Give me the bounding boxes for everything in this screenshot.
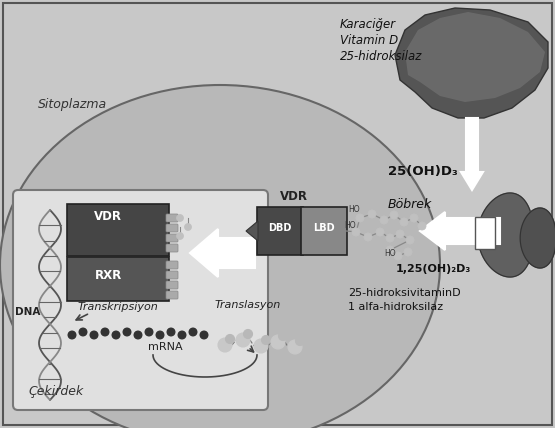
Circle shape: [184, 223, 191, 231]
Polygon shape: [405, 12, 545, 102]
Circle shape: [200, 331, 208, 339]
Text: mRNA: mRNA: [148, 342, 183, 352]
Circle shape: [218, 338, 232, 352]
Circle shape: [406, 236, 414, 244]
FancyBboxPatch shape: [166, 291, 178, 299]
Circle shape: [167, 328, 175, 336]
Text: DBD: DBD: [268, 223, 292, 233]
Circle shape: [176, 232, 184, 240]
Circle shape: [189, 328, 197, 336]
Circle shape: [380, 216, 388, 224]
Text: RXR: RXR: [94, 269, 122, 282]
FancyBboxPatch shape: [475, 217, 495, 249]
FancyBboxPatch shape: [166, 224, 178, 232]
FancyBboxPatch shape: [301, 207, 347, 255]
Circle shape: [394, 252, 402, 260]
Text: Böbrek: Böbrek: [388, 198, 432, 211]
Text: Çekirdek: Çekirdek: [28, 385, 83, 398]
Text: Sitoplazma: Sitoplazma: [38, 98, 107, 111]
Circle shape: [396, 230, 404, 238]
Polygon shape: [246, 221, 258, 241]
Circle shape: [134, 331, 142, 339]
Circle shape: [123, 328, 131, 336]
FancyBboxPatch shape: [166, 244, 178, 252]
FancyBboxPatch shape: [13, 190, 268, 410]
Circle shape: [271, 335, 285, 349]
FancyArrow shape: [420, 212, 500, 250]
Polygon shape: [478, 193, 534, 277]
FancyBboxPatch shape: [257, 207, 303, 255]
Circle shape: [352, 228, 360, 236]
Circle shape: [288, 340, 302, 354]
FancyBboxPatch shape: [3, 3, 552, 425]
Circle shape: [90, 331, 98, 339]
Circle shape: [404, 248, 412, 256]
Circle shape: [400, 218, 408, 226]
FancyBboxPatch shape: [67, 257, 169, 301]
Text: DNA: DNA: [15, 307, 41, 317]
FancyBboxPatch shape: [166, 234, 178, 242]
Circle shape: [101, 328, 109, 336]
Text: VDR: VDR: [280, 190, 308, 203]
Text: 25(OH)D₃: 25(OH)D₃: [388, 165, 458, 178]
Polygon shape: [520, 208, 555, 268]
Text: HO: HO: [344, 221, 356, 230]
Text: VDR: VDR: [94, 210, 122, 223]
Circle shape: [356, 214, 364, 222]
Circle shape: [244, 330, 253, 339]
Circle shape: [368, 210, 376, 218]
Text: 25-hidroksivitaminD: 25-hidroksivitaminD: [348, 288, 461, 298]
Circle shape: [376, 228, 384, 236]
FancyArrow shape: [461, 118, 483, 190]
Circle shape: [410, 214, 418, 222]
Circle shape: [236, 333, 250, 347]
Circle shape: [178, 331, 186, 339]
FancyBboxPatch shape: [166, 261, 178, 269]
Circle shape: [68, 331, 76, 339]
FancyBboxPatch shape: [67, 204, 169, 256]
Text: HO: HO: [384, 249, 396, 258]
FancyBboxPatch shape: [166, 281, 178, 289]
Circle shape: [386, 234, 394, 242]
Circle shape: [254, 339, 268, 353]
Circle shape: [176, 214, 184, 222]
Text: Vitamin D: Vitamin D: [340, 34, 398, 47]
Circle shape: [261, 336, 270, 345]
Text: 25-hidroksilaz: 25-hidroksilaz: [340, 50, 422, 63]
Polygon shape: [395, 8, 548, 118]
Text: LBD: LBD: [313, 223, 335, 233]
Circle shape: [386, 246, 394, 254]
Circle shape: [225, 335, 235, 344]
Circle shape: [112, 331, 120, 339]
Text: Transkripsiyon: Transkripsiyon: [78, 302, 159, 312]
FancyBboxPatch shape: [166, 271, 178, 279]
Circle shape: [418, 222, 426, 230]
Circle shape: [79, 328, 87, 336]
Text: Karaciğer: Karaciğer: [340, 18, 396, 31]
Text: HO: HO: [348, 205, 360, 214]
Circle shape: [156, 331, 164, 339]
Circle shape: [295, 336, 305, 345]
Circle shape: [145, 328, 153, 336]
FancyArrow shape: [190, 229, 255, 277]
Ellipse shape: [0, 85, 440, 428]
Circle shape: [364, 233, 372, 241]
Text: Translasyon: Translasyon: [215, 300, 281, 310]
Text: 1,25(OH)₂D₃: 1,25(OH)₂D₃: [396, 264, 471, 274]
Text: 1 alfa-hidroksilaz: 1 alfa-hidroksilaz: [348, 302, 443, 312]
Circle shape: [390, 211, 398, 219]
FancyBboxPatch shape: [166, 214, 178, 222]
Circle shape: [279, 332, 287, 341]
